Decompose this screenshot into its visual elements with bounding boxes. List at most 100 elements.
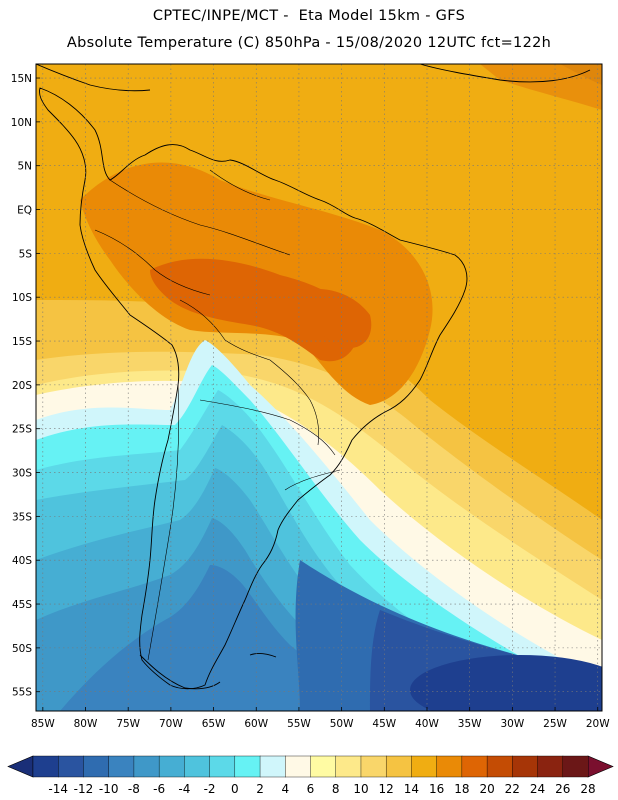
- colorbar-tick-label: 18: [454, 782, 469, 796]
- tierra-del-fuego-coast: [139, 654, 221, 690]
- colorbar-tick-label: -8: [128, 782, 140, 796]
- colorbar-swatch: [209, 755, 236, 778]
- colorbar-swatch: [32, 755, 59, 778]
- colorbar-swatch: [133, 755, 160, 778]
- colorbar-tick-label: -2: [204, 782, 216, 796]
- colorbar-tick-label: 6: [307, 782, 315, 796]
- colorbar-swatch: [537, 755, 564, 778]
- lon-tick-label: 35W: [458, 718, 482, 730]
- falklands-coast: [249, 653, 277, 658]
- lon-tick-label: 30W: [500, 718, 524, 730]
- colorbar-tick-label: -14: [48, 782, 68, 796]
- lon-tick-label: 25W: [543, 718, 567, 730]
- lat-tick-label: 10N: [11, 117, 32, 129]
- field-band-22-east: [300, 288, 372, 349]
- colorbar-swatch: [461, 755, 488, 778]
- border-uruguay: [284, 469, 341, 491]
- lat-tick-label: 55S: [12, 687, 32, 699]
- border-venezuela-brazil: [109, 179, 291, 256]
- central-america-coast: [36, 64, 151, 92]
- colorbar-swatch: [310, 755, 337, 778]
- map-title-line-1: CPTEC/INPE/MCT - Eta Model 15km - GFS: [152, 8, 466, 24]
- colorbar-swatch: [158, 755, 185, 778]
- colorbar-tick-label: 22: [505, 782, 520, 796]
- colorbar-tick-label: 28: [580, 782, 595, 796]
- lon-tick-label: 80W: [74, 718, 98, 730]
- colorbar-tick-label: 2: [256, 782, 264, 796]
- south-america-coastline: [39, 87, 468, 690]
- colorbar-under-arrow: [7, 755, 34, 778]
- colorbar-swatch: [184, 755, 211, 778]
- colorbar-swatch: [285, 755, 312, 778]
- colorbar-swatch: [512, 755, 539, 778]
- lat-tick-label: 45S: [12, 599, 32, 611]
- border-argentina-north: [199, 399, 336, 456]
- colorbar-tick-label: 4: [281, 782, 289, 796]
- field-band-22: [150, 258, 360, 362]
- map-frame: [35, 63, 603, 712]
- colorbar-swatch: [411, 755, 438, 778]
- latitude-labels: 15N 10N 5N EQ 5S 10S 15S 20S 25S 30S 35S 40S 45S 50S 5…: [11, 73, 40, 699]
- colorbar-swatch: [108, 755, 135, 778]
- lon-tick-label: 20W: [586, 718, 610, 730]
- colorbar-tick-label: 26: [555, 782, 570, 796]
- lat-tick-label: 15S: [12, 336, 32, 348]
- colorbar-swatch: [335, 755, 362, 778]
- field-band-18-north: [380, 64, 602, 130]
- lat-tick-label: EQ: [17, 205, 32, 217]
- map-title-line-2: Absolute Temperature (C) 850hPa - 15/08/…: [66, 35, 552, 51]
- lon-tick-label: 75W: [116, 718, 140, 730]
- colorbar-tick-label: 12: [379, 782, 394, 796]
- colorbar-over-arrow: [587, 755, 614, 778]
- lat-tick-label: 10S: [12, 292, 32, 304]
- colorbar-swatch: [259, 755, 286, 778]
- colorbar-tick-label: 14: [404, 782, 419, 796]
- coastlines: [36, 64, 591, 690]
- colorbar-swatch: [436, 755, 463, 778]
- lat-tick-label: 25S: [12, 424, 32, 436]
- lat-tick-label: 5S: [19, 248, 33, 260]
- lat-tick-label: 15N: [11, 73, 32, 85]
- colorbar-tick-label: 10: [353, 782, 368, 796]
- colorbar-tick-label: 8: [332, 782, 340, 796]
- field-band-minus-14: [410, 655, 602, 711]
- lat-tick-label: 40S: [12, 555, 32, 567]
- colorbar-labels: -14 -12 -10 -8 -6 -4 -2 0 2 4 6 8 10 12 14 16 18 20 22 24 26…: [48, 782, 595, 796]
- lon-tick-label: 45W: [372, 718, 396, 730]
- colorbar-tick-label: 20: [479, 782, 494, 796]
- border-colombia-peru: [94, 229, 211, 296]
- lon-tick-label: 70W: [159, 718, 183, 730]
- colorbar-tick-label: -4: [178, 782, 190, 796]
- colorbar-tick-label: 16: [429, 782, 444, 796]
- colorbar-swatch: [486, 755, 513, 778]
- longitude-labels: 85W 80W 75W 70W 65W 60W 55W 50W 45W 40W 35W 30W 25W 2…: [31, 707, 610, 730]
- colorbar-tick-label: -6: [153, 782, 165, 796]
- lat-tick-label: 35S: [12, 511, 32, 523]
- colorbar: [7, 755, 614, 778]
- lat-tick-label: 50S: [12, 643, 32, 655]
- colorbar-swatch: [385, 755, 412, 778]
- lon-tick-label: 50W: [330, 718, 354, 730]
- colorbar-tick-label: -12: [74, 782, 94, 796]
- colorbar-tick-label: -10: [99, 782, 119, 796]
- colorbar-swatch: [360, 755, 387, 778]
- lon-tick-label: 55W: [287, 718, 311, 730]
- caribbean-coast: [419, 64, 591, 83]
- lat-tick-label: 30S: [12, 468, 32, 480]
- colorbar-swatch: [562, 755, 589, 778]
- lat-tick-label: 20S: [12, 380, 32, 392]
- colorbar-tick-label: 0: [231, 782, 239, 796]
- lon-tick-label: 85W: [31, 718, 55, 730]
- border-bolivia: [179, 299, 271, 361]
- lon-tick-label: 40W: [415, 718, 439, 730]
- border-paraguay: [269, 359, 320, 446]
- colorbar-swatch: [83, 755, 110, 778]
- temperature-field: [36, 64, 602, 711]
- border-chile-argentina: [147, 384, 180, 661]
- colorbar-swatch: [234, 755, 261, 778]
- lon-tick-label: 65W: [202, 718, 226, 730]
- border-guyanas: [209, 169, 271, 201]
- country-borders: [94, 169, 341, 661]
- lat-tick-label: 5N: [17, 161, 32, 173]
